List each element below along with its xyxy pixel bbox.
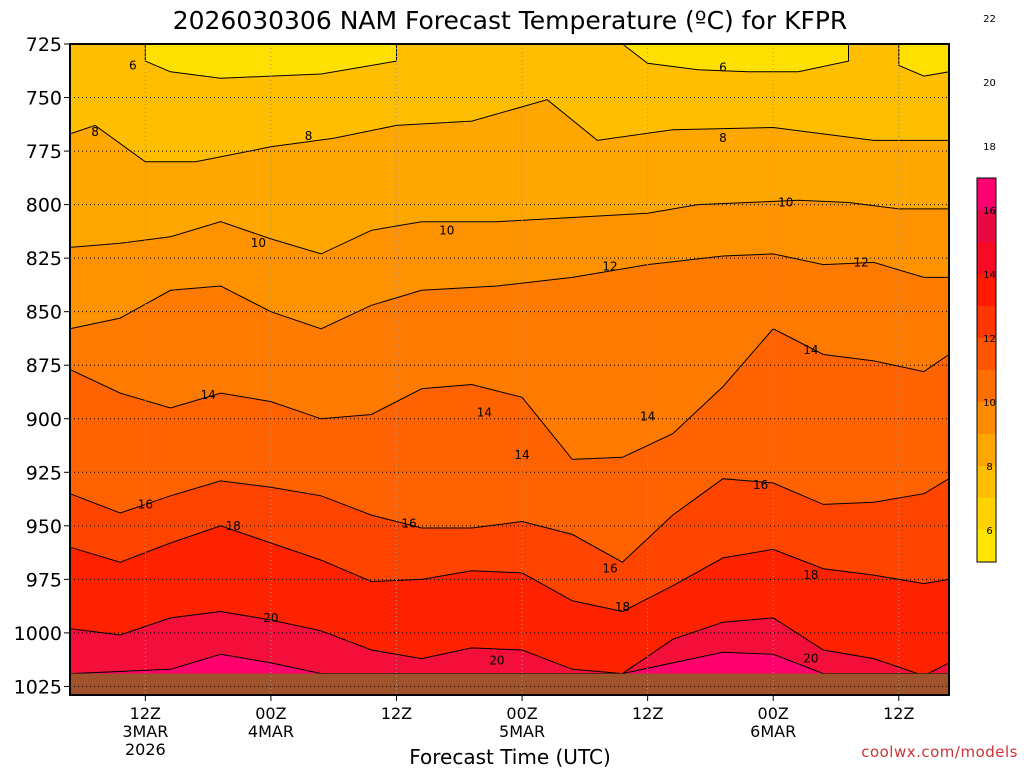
y-tick-label: 1025 [14, 676, 62, 698]
x-axis-label: Forecast Time (UTC) [409, 745, 611, 768]
colorbar-label: 12 [983, 334, 996, 345]
x-tick-label: 00Z [255, 704, 286, 723]
contour-label: 10 [439, 223, 454, 237]
x-tick-label: 12Z [632, 704, 663, 723]
credit-link[interactable]: coolwx.com/models [861, 743, 1018, 761]
x-tick-label: 6MAR [750, 722, 796, 741]
y-tick-label: 875 [26, 355, 62, 377]
contour-label: 10 [251, 236, 266, 250]
contour-label: 18 [226, 519, 241, 533]
colorbar-label: 20 [983, 78, 996, 89]
colorbar-swatch [977, 466, 996, 498]
colorbar-swatch [977, 274, 996, 306]
contour-label: 10 [778, 195, 793, 209]
plot-frame [69, 43, 950, 696]
contour-label: 16 [602, 562, 617, 576]
cold-pocket-1 [621, 43, 849, 73]
isotherm-8 [69, 99, 949, 163]
contour-label: 14 [640, 410, 655, 424]
colorbar-label: 22 [983, 14, 996, 25]
y-tick-label: 850 [26, 302, 62, 324]
colorbar-swatch [977, 530, 996, 562]
contour-label: 14 [803, 343, 818, 357]
y-tick-label: 1000 [14, 623, 62, 645]
colorbar-swatch [977, 338, 996, 370]
colorbar-label: 6 [986, 526, 992, 537]
colorbar-label: 14 [983, 270, 996, 281]
colorbar-swatch [977, 434, 996, 466]
contour-label: 20 [263, 611, 278, 625]
contour-label: 18 [615, 600, 630, 614]
colorbar-label: 18 [983, 142, 996, 153]
colorbar-frame [976, 177, 997, 563]
contour-label: 16 [401, 517, 416, 531]
contour-label: 8 [91, 125, 99, 139]
colorbar-swatch [977, 498, 996, 530]
y-tick-label: 825 [26, 248, 62, 270]
y-tick-label: 800 [26, 195, 62, 217]
contour-label: 12 [602, 260, 617, 274]
chart-title: 2026030306 NAM Forecast Temperature (ºC)… [173, 6, 848, 35]
isotherm-20 [69, 610, 950, 677]
colorbar-swatch [977, 370, 996, 402]
contour-label: 6 [129, 58, 137, 72]
y-tick-label: 725 [26, 34, 62, 56]
contour-label: 14 [477, 405, 492, 419]
colorbar-swatch [977, 306, 996, 338]
y-tick-label: 775 [26, 141, 62, 163]
contour-label: 8 [305, 129, 313, 143]
x-tick-label: 2026 [125, 740, 166, 759]
isotherm-12 [69, 253, 949, 330]
contour-label: 12 [853, 255, 868, 269]
y-tick-label: 750 [26, 88, 62, 110]
contour-label: 8 [719, 131, 727, 145]
isotherm-10 [69, 199, 949, 255]
colorbar-swatch [977, 402, 996, 434]
contour-label: 18 [803, 568, 818, 582]
y-tick-label: 900 [26, 409, 62, 431]
colorbar-swatch [977, 242, 996, 274]
isotherm-16 [69, 478, 950, 563]
colorbar-label: 8 [986, 462, 992, 473]
plot-area: 6 6 8 8 8 10 10 10 12 12 14 14 14 14 14 16 16 16 16 18 18 18 2… [69, 43, 950, 696]
x-tick-label: 12Z [130, 704, 161, 723]
x-tick-label: 12Z [381, 704, 412, 723]
x-tick-label: 00Z [506, 704, 537, 723]
ground-strip [70, 673, 949, 695]
x-tick-label: 5MAR [499, 722, 545, 741]
contour-label: 20 [803, 652, 818, 666]
x-tick-label: 00Z [758, 704, 789, 723]
y-tick-label: 925 [26, 462, 62, 484]
colorbar: 6 8 10 12 14 16 18 20 22 [976, 14, 997, 563]
contour-label: 20 [489, 654, 504, 668]
contour-label: 16 [753, 478, 768, 492]
contour-label: 16 [138, 497, 153, 511]
x-tick-label: 3MAR [122, 722, 168, 741]
y-tick-label: 950 [26, 516, 62, 538]
y-tick-label: 975 [26, 569, 62, 591]
contour-label: 6 [719, 61, 727, 75]
y-axis: 725 750 775 800 825 850 875 900 925 950 975 1000 102… [14, 34, 70, 698]
contour-label: 14 [514, 448, 529, 462]
colorbar-label: 16 [983, 206, 996, 217]
x-tick-label: 12Z [883, 704, 914, 723]
colorbar-swatch [977, 210, 996, 242]
colorbar-label: 10 [983, 398, 996, 409]
contour-label: 14 [200, 388, 215, 402]
colorbar-swatch [977, 178, 996, 210]
x-tick-label: 4MAR [248, 722, 294, 741]
isotherm-14 [69, 328, 950, 460]
